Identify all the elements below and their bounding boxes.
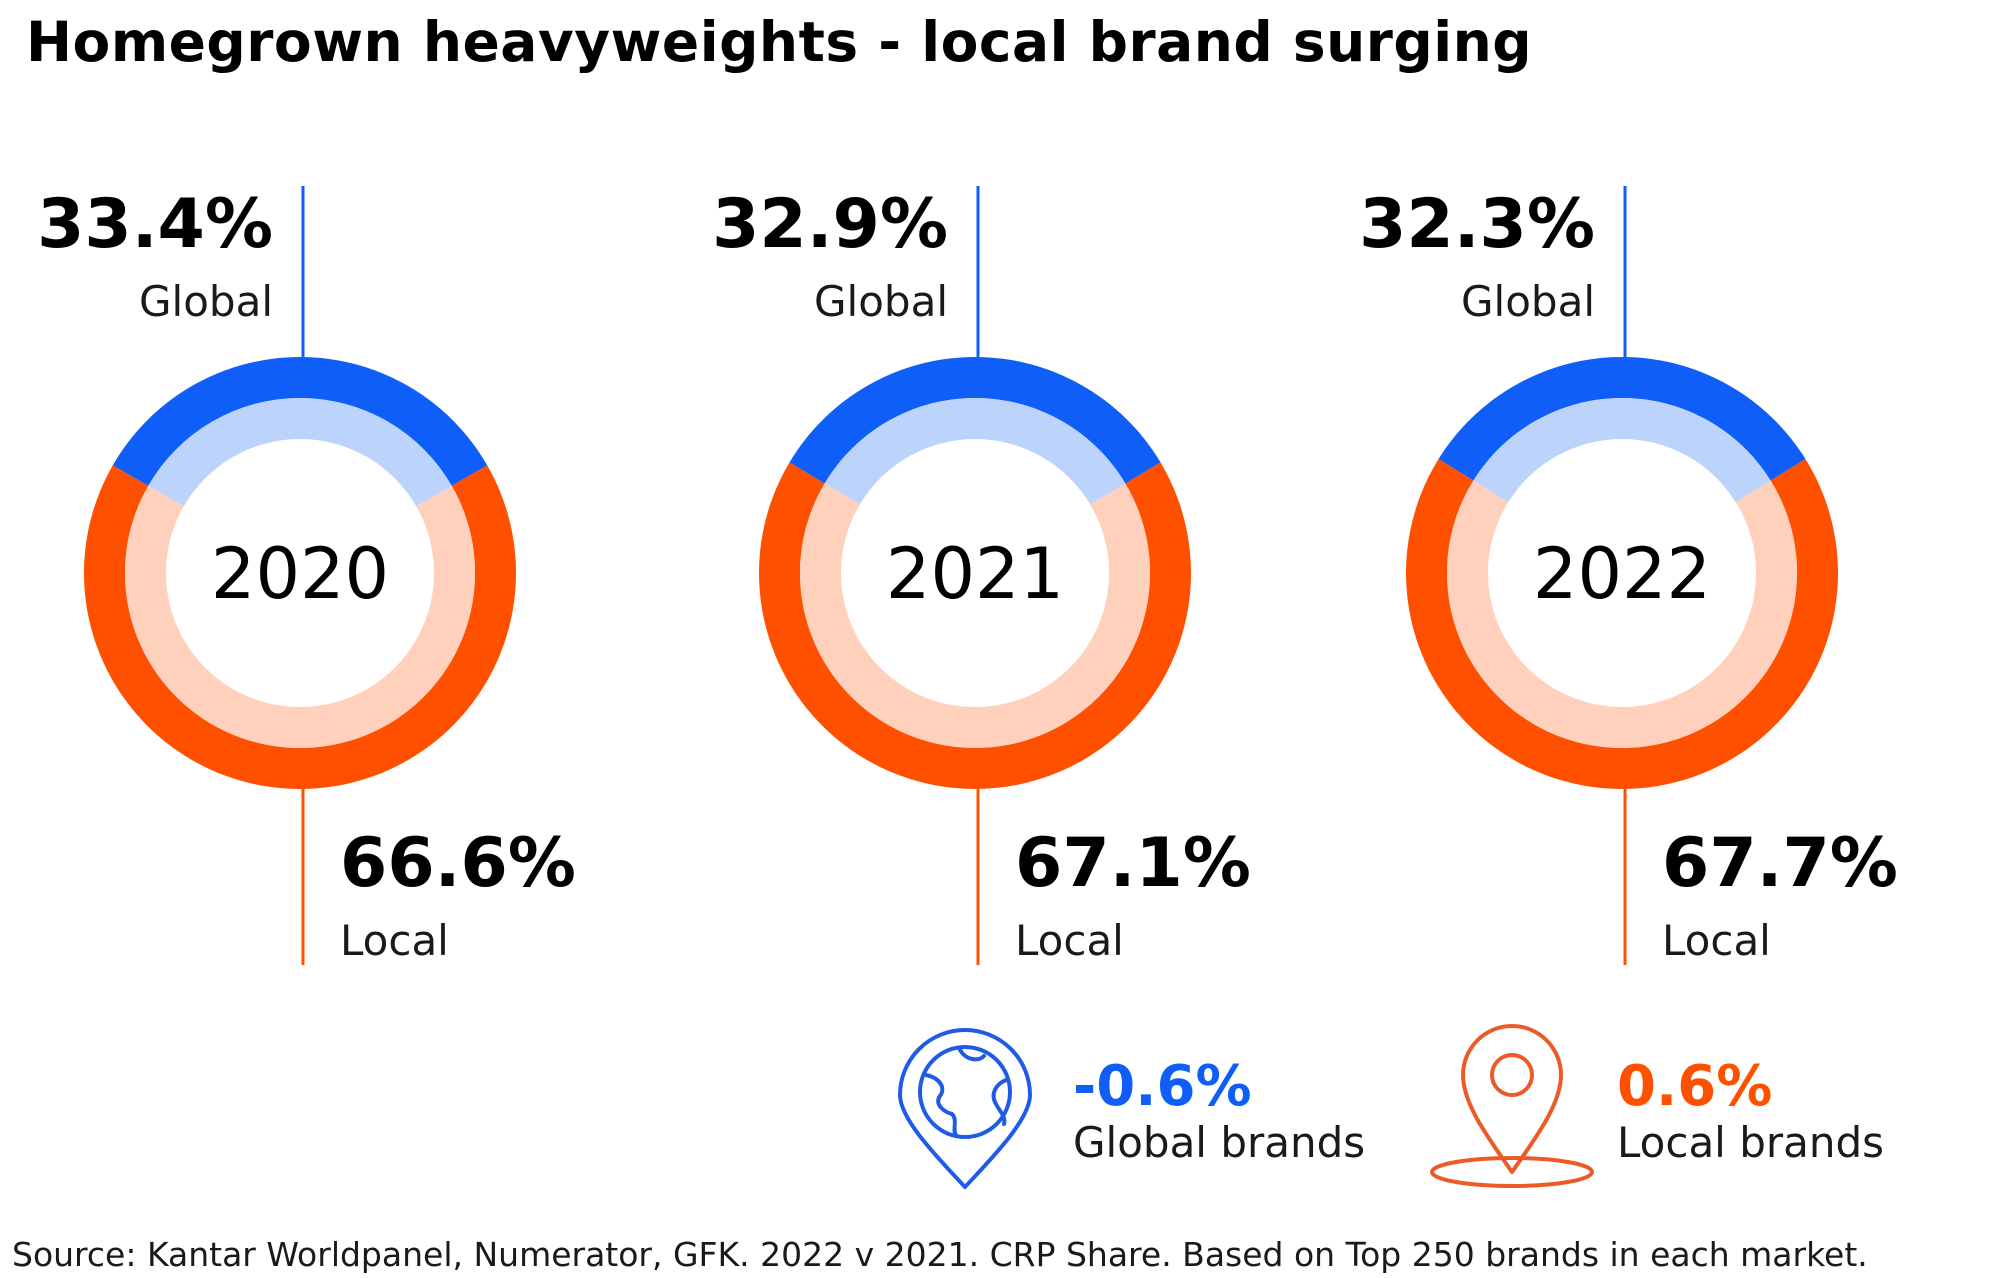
global-label-2021: Global <box>814 277 948 326</box>
donut-2021: 2021 32.9% Global 67.1% Local <box>712 185 1251 965</box>
global-slice-2022 <box>1438 357 1806 481</box>
local-inner-2021 <box>800 483 1150 748</box>
local-value-2020: 66.6% <box>340 824 576 903</box>
local-slice-2022 <box>1406 458 1838 789</box>
global-change-value: -0.6% <box>1073 1054 1252 1119</box>
location-pin-icon <box>1430 1024 1594 1188</box>
local-value-2021: 67.1% <box>1015 824 1251 903</box>
global-label-2020: Global <box>139 277 273 326</box>
local-value-2022: 67.7% <box>1662 824 1898 903</box>
local-change-value: 0.6% <box>1617 1054 1772 1119</box>
local-label-2021: Local <box>1015 916 1124 965</box>
global-slice-2021 <box>789 356 1161 484</box>
year-label-2020: 2020 <box>211 533 389 615</box>
global-value-2020: 33.4% <box>37 185 273 264</box>
global-value-2021: 32.9% <box>712 185 948 264</box>
global-change-indicator: -0.6% Global brands <box>898 1028 1365 1189</box>
global-change-label: Global brands <box>1073 1118 1365 1167</box>
global-inner-2020 <box>148 398 452 507</box>
year-label-2021: 2021 <box>886 533 1064 615</box>
local-change-label: Local brands <box>1617 1118 1884 1167</box>
global-inner-2021 <box>824 397 1126 505</box>
local-inner-2020 <box>124 485 476 749</box>
page-title: Homegrown heavyweights - local brand sur… <box>26 10 1533 74</box>
global-inner-2022 <box>1473 398 1771 503</box>
global-value-2022: 32.3% <box>1359 185 1595 264</box>
donut-2022: 2022 32.3% Global 67.7% Local <box>1359 185 1898 965</box>
year-label-2022: 2022 <box>1533 533 1711 615</box>
local-slice-2021 <box>759 462 1191 789</box>
local-slice-2020 <box>83 465 516 789</box>
local-change-indicator: 0.6% Local brands <box>1430 1024 1884 1188</box>
local-inner-2022 <box>1447 480 1798 748</box>
source-note: Source: Kantar Worldpanel, Numerator, GF… <box>12 1235 1868 1274</box>
local-label-2022: Local <box>1662 916 1771 965</box>
local-label-2020: Local <box>340 916 449 965</box>
globe-pin-icon <box>898 1028 1032 1189</box>
global-slice-2020 <box>112 357 488 486</box>
donut-2020: 2020 33.4% Global 66.6% Local <box>37 185 576 965</box>
donut-charts: 2020 33.4% Global 66.6% Local 2021 32.9% Global… <box>37 185 1898 1189</box>
global-label-2022: Global <box>1461 277 1595 326</box>
